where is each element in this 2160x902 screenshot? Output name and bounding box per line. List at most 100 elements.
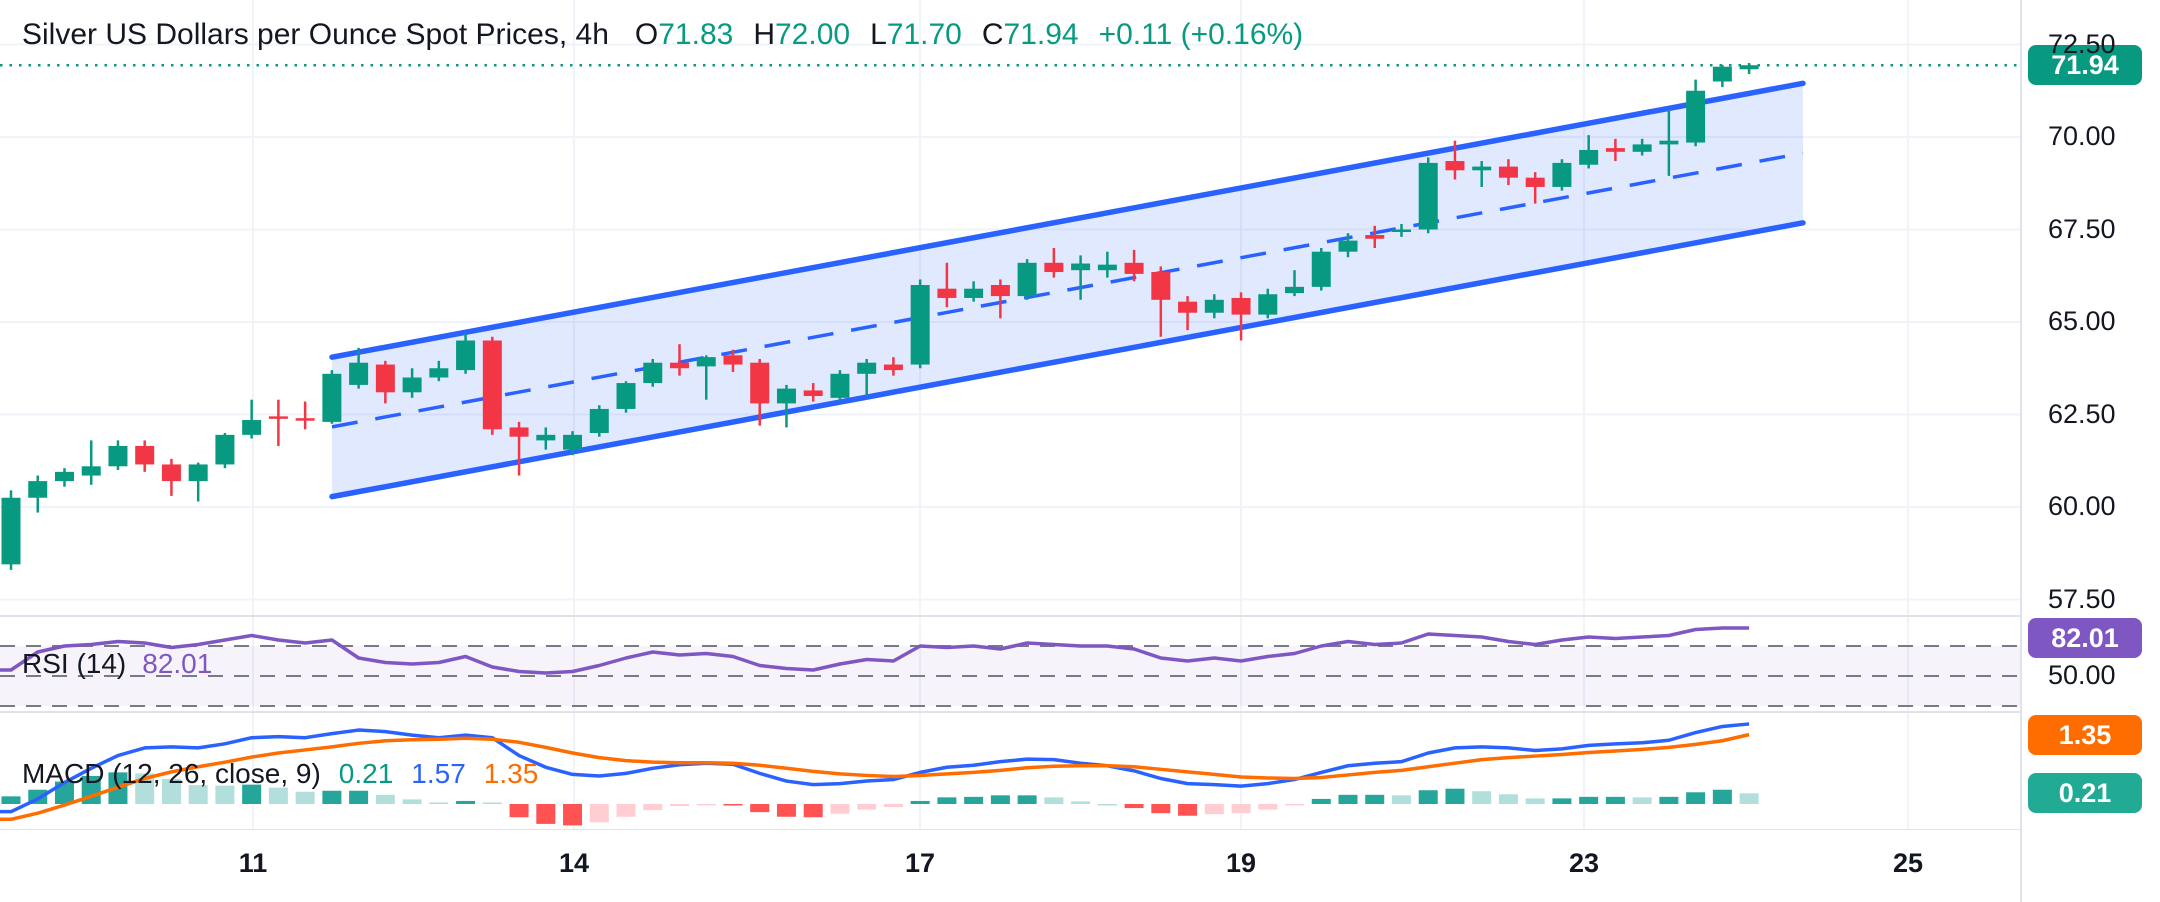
open-readout: O71.83 (634, 18, 734, 51)
macd-histogram-bar (1071, 801, 1091, 804)
macd-histogram-bar (456, 800, 476, 804)
candle-body (28, 481, 48, 498)
candle-body (1044, 262, 1064, 273)
time-tick-label: 23 (1568, 848, 1600, 878)
macd-histogram-bar (1, 796, 21, 804)
candle-body (1151, 272, 1171, 300)
price-axis[interactable]: 71.94 82.01 1.35 0.21 72.50 70.00 67.50 65.… (2020, 0, 2160, 902)
macd-histogram-bar (803, 804, 823, 818)
time-axis[interactable]: 11 14 17 19 23 25 (0, 830, 2020, 902)
candle-body (429, 368, 449, 378)
macd-histogram-bar (937, 797, 957, 804)
macd-hist-value: 0.21 (338, 758, 394, 789)
macd-histogram-bar (1178, 804, 1198, 816)
candle-body (456, 340, 476, 371)
macd-histogram-bar (536, 804, 556, 824)
macd-histogram-bar (723, 804, 743, 806)
candle-body (883, 364, 903, 371)
macd-histogram-bar (643, 804, 663, 811)
macd-histogram-bar (1686, 792, 1706, 804)
macd-histogram-bar (1445, 788, 1465, 804)
macd-histogram-bar (322, 790, 342, 804)
macd-histogram-bar (857, 804, 877, 810)
candle-body (910, 285, 930, 365)
macd-histogram-bar (1044, 797, 1064, 804)
candlestick-series (1, 63, 1759, 570)
candle-body (349, 362, 369, 385)
main-pane-legend: Silver US Dollars per Ounce Spot Prices,… (22, 18, 1303, 52)
macd-histogram-bar (1739, 793, 1759, 804)
price-tick-label: 70.00 (2048, 121, 2116, 151)
candle-body (1391, 229, 1411, 232)
macd-histogram-bar (295, 791, 315, 804)
high-readout: H72.00 (753, 18, 851, 51)
gridlines (0, 0, 2020, 830)
macd-histogram-bar (1659, 796, 1679, 804)
candle-body (509, 427, 529, 437)
rsi-label: RSI (14) (22, 648, 127, 679)
price-tick-label: 57.50 (2048, 583, 2116, 614)
time-tick-label: 14 (558, 848, 590, 878)
rsi-value: 82.01 (142, 648, 213, 679)
candle-body (1338, 240, 1358, 252)
candle-body (1017, 262, 1037, 297)
macd-histogram-bar (1418, 790, 1438, 804)
channel-upper-line[interactable] (329, 80, 1806, 360)
candle-body (215, 434, 235, 465)
candle-body (563, 434, 583, 450)
macd-histogram-bar (1124, 804, 1144, 809)
candle-body (696, 357, 716, 367)
price-tick-label: 72.50 (2048, 28, 2116, 59)
close-readout: C71.94 (981, 18, 1079, 51)
macd-histogram-bar (1605, 796, 1625, 804)
candle-body (1231, 297, 1251, 315)
price-tick-label: 62.50 (2048, 398, 2116, 429)
macd-histogram-bar (1391, 795, 1411, 804)
macd-histogram-bar (1285, 804, 1305, 806)
channel-midline (331, 151, 1804, 429)
last-price-badge: 71.94 (2028, 45, 2142, 86)
candle-body (1285, 286, 1305, 294)
candle-body (670, 362, 689, 369)
macd-histogram-bar (830, 804, 850, 814)
macd-hist-badge: 0.21 (2028, 773, 2142, 814)
candle-body (1605, 148, 1625, 152)
macd-histogram-bar (349, 790, 369, 804)
candle-body (1579, 149, 1599, 165)
candle-body (268, 416, 288, 419)
rsi-pane-legend: RSI (14) 82.01 (22, 648, 212, 680)
macd-histogram-bar (1472, 791, 1492, 804)
parallel-channel-drawing[interactable] (329, 80, 1806, 500)
candle-body (857, 362, 877, 374)
candle-body (322, 373, 342, 422)
candle-body (1498, 166, 1518, 178)
macd-histogram-bar (1231, 804, 1251, 814)
macd-histogram-bar (1017, 795, 1037, 804)
macd-histogram-bar (910, 800, 930, 804)
macd-line (0, 722, 1750, 814)
rsi-value-badge: 82.01 (2028, 618, 2142, 658)
macd-histogram-bar (1552, 798, 1572, 804)
candle-body (375, 364, 395, 393)
candle-body (990, 285, 1010, 297)
macd-histogram-bar (1632, 797, 1652, 804)
change-readout: +0.11 (+0.16%) (1098, 18, 1304, 51)
rsi-pane-graphics (0, 626, 2020, 707)
candle-body (803, 390, 823, 396)
macd-histogram-bar (1204, 804, 1224, 815)
candle-body (1097, 264, 1117, 271)
candle-body (161, 464, 181, 482)
candle-body (188, 464, 208, 482)
channel-lower-line[interactable] (329, 220, 1806, 500)
macd-histogram-bar (1258, 804, 1278, 810)
candle-body (54, 471, 74, 482)
candle-body (1124, 262, 1144, 274)
candle-body (1632, 144, 1652, 152)
macd-histogram-bar (776, 804, 796, 817)
candle-body (1311, 251, 1331, 287)
candle-body (723, 355, 743, 365)
price-tick-label: 60.00 (2048, 491, 2116, 521)
macd-signal-line (0, 732, 1750, 822)
candle-body (1525, 177, 1545, 187)
